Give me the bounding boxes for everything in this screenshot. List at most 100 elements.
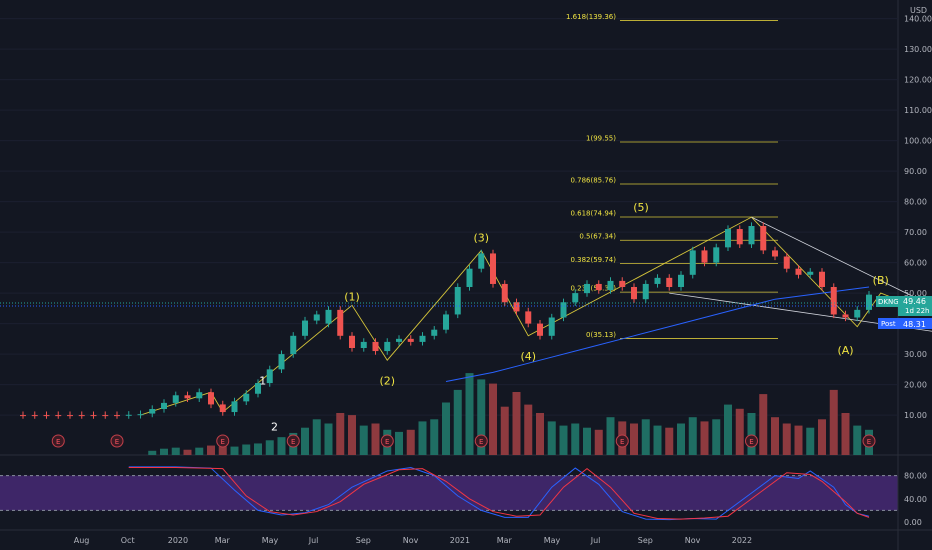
time-tick-label: Jul	[308, 536, 319, 545]
wave-label: (5)	[633, 201, 649, 214]
volume-bar	[641, 419, 650, 455]
volume-bar	[712, 419, 721, 455]
currency-label: USD	[910, 6, 927, 15]
time-tick-label: Aug	[74, 536, 90, 545]
ticker-label: DKNG	[878, 298, 899, 306]
candle-body	[572, 293, 579, 303]
candle-body	[278, 354, 285, 370]
volume-bar	[536, 413, 544, 455]
volume-bar	[630, 423, 638, 455]
moving-average-line	[445, 286, 870, 383]
candle-body	[407, 338, 414, 342]
volume-bar	[453, 389, 462, 455]
volume-bar	[594, 429, 603, 455]
candle-body	[384, 341, 391, 352]
post-label: Post	[881, 320, 896, 328]
volume-bar	[465, 373, 474, 455]
volume-bar	[759, 394, 768, 455]
volume-bar	[430, 419, 439, 455]
candle-body	[654, 277, 661, 284]
wedge-lower-line	[669, 292, 932, 332]
candle-body	[20, 415, 26, 417]
volume-bar	[442, 402, 450, 455]
candle-body	[125, 414, 132, 416]
wave-label: (B)	[873, 274, 889, 287]
candle-body	[290, 335, 297, 355]
candle-body	[90, 415, 97, 417]
candle-body	[548, 317, 555, 336]
candle-body	[701, 250, 708, 263]
candle-body	[525, 311, 532, 324]
candle-body	[830, 287, 837, 315]
volume-bar	[183, 449, 192, 455]
volume-bar	[207, 445, 215, 455]
earnings-marker	[216, 434, 230, 448]
candle-body	[149, 409, 156, 414]
volume-bar	[371, 423, 380, 455]
fib-level-label: 0(35.13)	[586, 331, 616, 339]
candle-body	[302, 320, 308, 336]
fib-level-label: 1.618(139.36)	[566, 13, 616, 21]
volume-bar	[724, 404, 732, 455]
candle-body	[607, 280, 614, 291]
time-axis[interactable]: Aug Oct 2020 Mar May Jul Sep Nov 2021 Mar May Jul Se…	[74, 536, 752, 545]
candle-body	[795, 268, 802, 275]
candle-body	[443, 314, 449, 330]
candle-body	[219, 404, 226, 413]
time-tick-label: 2020	[168, 536, 188, 545]
time-tick-label: Sep	[638, 536, 653, 545]
candle-body	[31, 415, 38, 417]
candle-body	[396, 338, 402, 342]
post-price-value: 48.31	[903, 320, 926, 329]
volume-bar	[688, 417, 697, 455]
candle-body	[772, 250, 778, 257]
volume-bar	[559, 425, 568, 455]
candle-body	[689, 250, 696, 275]
stochastic-d-line	[128, 466, 870, 520]
candle-body	[325, 309, 332, 324]
wave-label: (1)	[344, 291, 360, 304]
candle-body	[243, 393, 250, 402]
candle-body	[372, 341, 379, 352]
volume-bar	[265, 440, 274, 455]
volume-bar	[277, 437, 286, 455]
volume-bar	[606, 417, 615, 455]
candle-body	[584, 283, 590, 294]
wave-label: 2	[271, 420, 278, 433]
candle-body	[172, 395, 179, 403]
candle-body	[819, 271, 825, 287]
volume-bar	[195, 447, 204, 455]
volume-bar	[254, 443, 262, 455]
volume-bar	[524, 404, 533, 455]
fib-level-label: 0.382(59.74)	[570, 256, 616, 264]
volume-bar	[782, 423, 791, 455]
volume-bar	[571, 423, 580, 455]
candle-body	[842, 314, 849, 318]
earnings-marker-label: E	[221, 438, 225, 446]
price-axis[interactable]: 10.0020.0030.0040.0050.0060.0070.0080.00…	[904, 15, 932, 421]
price-gridlines	[0, 18, 898, 511]
earnings-marker	[615, 434, 629, 448]
volume-bar	[359, 425, 368, 455]
time-tick-label: Nov	[685, 536, 701, 545]
earnings-markers[interactable]: EEEEEEEEEE	[51, 434, 932, 448]
post-price-badge	[898, 318, 932, 329]
candle-body	[725, 229, 731, 248]
price-tick-label: 130.00	[904, 45, 932, 54]
candle-body	[78, 415, 85, 417]
candle-body	[196, 392, 203, 399]
candle-body	[419, 335, 426, 342]
volume-bar	[406, 429, 415, 455]
volume-bar	[301, 427, 309, 455]
earnings-marker	[110, 434, 124, 448]
candle-body	[161, 402, 167, 409]
volume-bar	[489, 383, 497, 455]
wave-label: (2)	[379, 375, 395, 388]
candle-body	[595, 283, 602, 291]
candle-body	[255, 383, 261, 394]
candle-body	[748, 226, 755, 245]
earnings-marker-label: E	[620, 438, 624, 446]
candle-body	[642, 283, 649, 300]
